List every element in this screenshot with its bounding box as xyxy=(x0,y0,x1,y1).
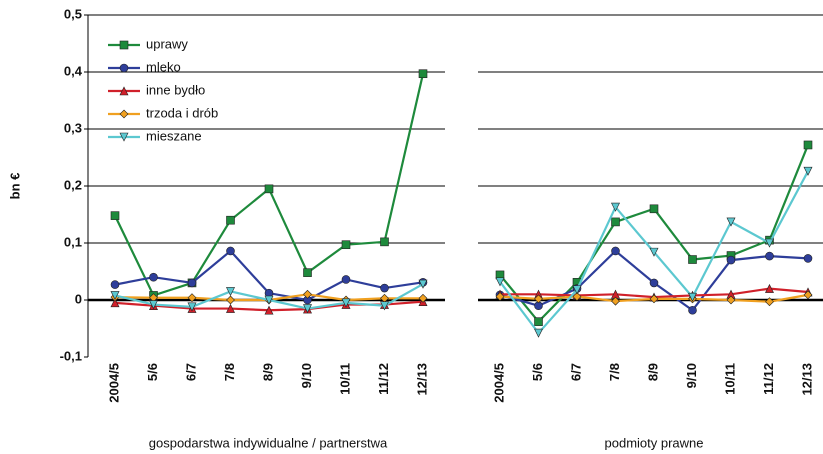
marker xyxy=(119,63,129,73)
marker xyxy=(688,255,697,264)
marker xyxy=(264,305,274,315)
legend-label: inne bydło xyxy=(146,82,205,97)
marker xyxy=(803,254,813,263)
x-tick-label: 12/13 xyxy=(799,363,814,396)
marker xyxy=(495,277,505,287)
x-tick-label: 7/8 xyxy=(607,363,622,381)
marker xyxy=(765,297,774,307)
marker xyxy=(611,246,620,256)
x-tick-label: 9/10 xyxy=(299,363,314,388)
y-axis-label: bn € xyxy=(7,173,22,200)
marker xyxy=(534,328,543,338)
legend-label: trzoda i drób xyxy=(146,105,218,120)
marker xyxy=(803,140,813,150)
marker xyxy=(341,240,351,250)
marker xyxy=(303,304,312,314)
y-tick-label: 0,5 xyxy=(64,6,82,21)
marker xyxy=(226,295,235,305)
x-tick-label: 11/12 xyxy=(376,363,391,395)
x-tick-label: 5/6 xyxy=(530,363,545,381)
marker xyxy=(187,302,197,312)
marker xyxy=(611,296,620,306)
x-tick-label: 2004/5 xyxy=(491,363,506,403)
marker xyxy=(649,247,659,257)
marker xyxy=(649,204,659,214)
marker xyxy=(341,298,351,308)
marker xyxy=(119,109,129,119)
marker xyxy=(534,294,543,304)
x-axis-label: podmioty prawne xyxy=(605,435,704,450)
x-tick-label: 2004/5 xyxy=(106,363,121,403)
legend-label: uprawy xyxy=(146,36,188,51)
marker xyxy=(226,287,235,297)
marker xyxy=(649,294,659,304)
marker xyxy=(765,251,774,261)
marker xyxy=(303,268,312,277)
marker xyxy=(187,293,197,303)
y-tick-label: 0,3 xyxy=(64,120,82,135)
x-tick-label: 6/7 xyxy=(183,363,198,381)
legend-label: mieszane xyxy=(146,128,202,143)
marker xyxy=(380,283,389,293)
marker xyxy=(534,317,543,326)
marker xyxy=(688,305,697,315)
y-tick-label: 0,2 xyxy=(64,177,82,192)
marker xyxy=(688,292,697,302)
marker xyxy=(119,86,129,96)
y-tick-label: 0,4 xyxy=(64,63,83,78)
x-tick-label: 7/8 xyxy=(222,363,237,381)
marker xyxy=(187,278,197,288)
marker xyxy=(226,215,235,225)
marker xyxy=(149,272,158,282)
marker xyxy=(611,217,620,227)
marker xyxy=(726,217,736,227)
y-tick-label: 0,1 xyxy=(64,234,82,249)
marker xyxy=(303,289,312,299)
marker xyxy=(803,290,813,300)
x-tick-label: 10/11 xyxy=(722,363,737,395)
marker xyxy=(803,166,813,176)
marker xyxy=(110,280,120,289)
x-tick-label: 6/7 xyxy=(568,363,583,381)
marker xyxy=(110,211,120,220)
marker xyxy=(572,285,582,295)
marker xyxy=(726,255,736,265)
marker xyxy=(110,298,120,308)
x-tick-label: 5/6 xyxy=(145,363,160,381)
y-tick-label: -0,1 xyxy=(60,348,82,363)
marker xyxy=(418,293,428,303)
marker xyxy=(149,300,158,310)
marker xyxy=(572,292,582,302)
marker xyxy=(226,246,235,256)
marker xyxy=(418,69,428,79)
marker xyxy=(380,301,389,311)
marker xyxy=(110,291,120,301)
marker xyxy=(341,275,351,284)
x-tick-label: 12/13 xyxy=(414,363,429,396)
marker xyxy=(765,283,774,293)
y-tick-label: 0 xyxy=(75,291,82,306)
marker xyxy=(726,295,736,305)
marker xyxy=(119,40,129,50)
legend-label: mleko xyxy=(146,59,181,74)
marker xyxy=(649,278,659,288)
x-tick-label: 8/9 xyxy=(645,363,660,381)
marker xyxy=(264,184,274,194)
marker xyxy=(418,279,428,289)
marker xyxy=(611,202,620,212)
x-tick-label: 10/11 xyxy=(337,363,352,395)
marker xyxy=(119,132,129,142)
marker xyxy=(226,303,235,313)
x-tick-label: 11/12 xyxy=(761,363,776,395)
x-axis-label: gospodarstwa indywidualne / partnerstwa xyxy=(149,435,388,450)
marker xyxy=(380,237,389,247)
marker xyxy=(765,238,774,248)
x-tick-label: 9/10 xyxy=(684,363,699,388)
marker xyxy=(264,295,274,305)
x-tick-label: 8/9 xyxy=(260,363,275,381)
marker xyxy=(495,292,505,302)
